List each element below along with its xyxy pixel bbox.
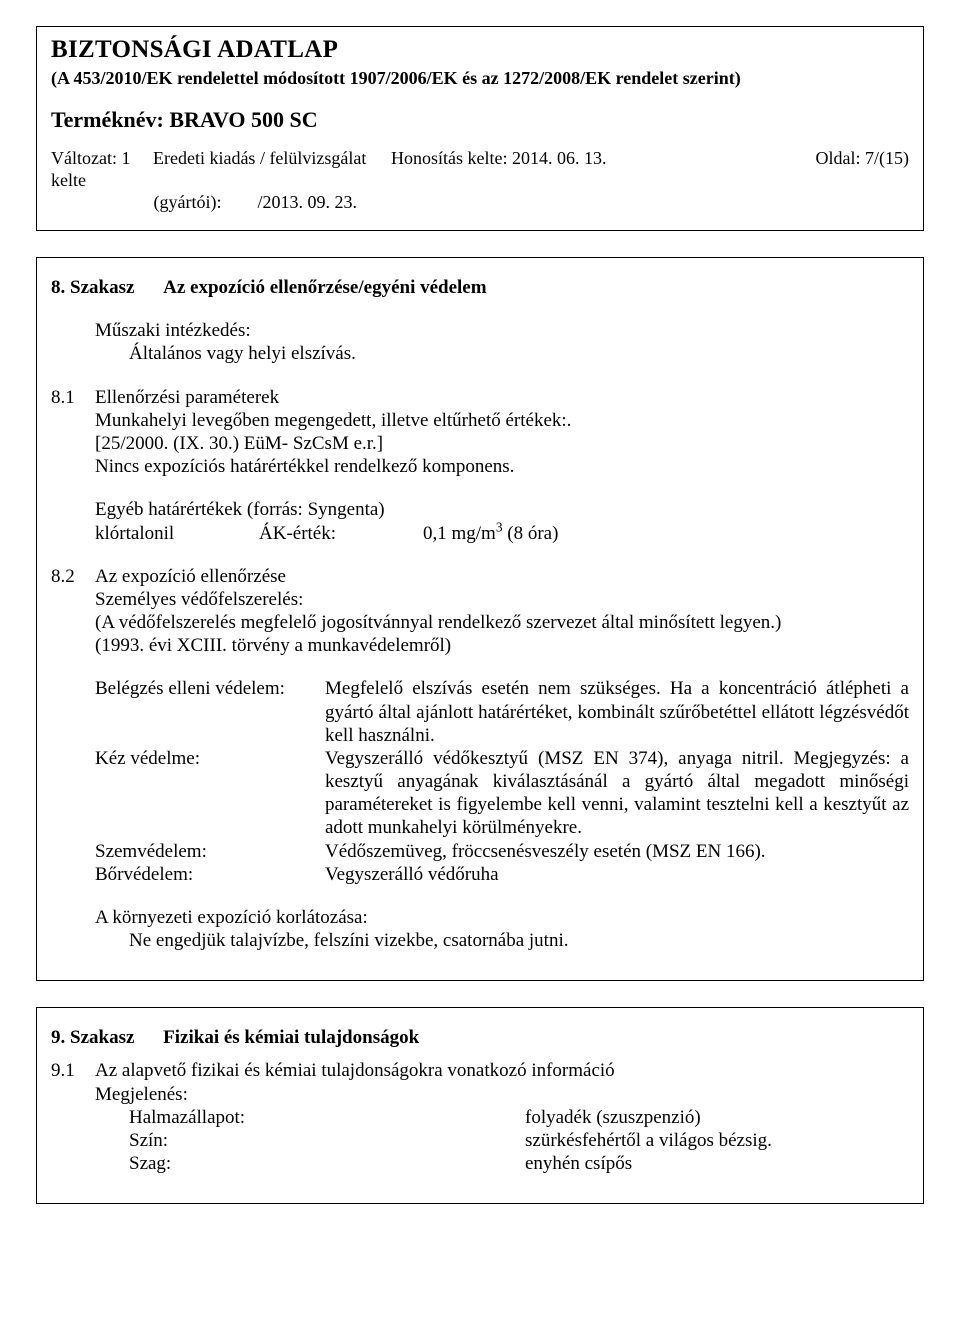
section-8-2-title: Az expozíció ellenőrzése [95,565,909,588]
section-8-2: 8.2 Az expozíció ellenőrzése Személyes v… [51,565,909,953]
section-8-2-num: 8.2 [51,565,95,953]
env-label: A környezeti expozíció korlátozása: [95,906,909,929]
section-8-prefix: 8. Szakasz [51,277,134,298]
limit-row: klórtalonil ÁK-érték: 0,1 mg/m3 (8 óra) [95,522,909,545]
ppe-skin-row: Bőrvédelem: Vegyszerálló védőruha [95,863,909,886]
technical-measure-label: Műszaki intézkedés: [95,319,909,342]
ppe-skin-label: Bőrvédelem: [95,863,325,886]
ppe-resp-row: Belégzés elleni védelem: Megfelelő elszí… [95,677,909,747]
limit-value-exp: 3 [496,519,503,534]
state-label: Halmazállapot: [129,1106,525,1129]
color-row: Szín: szürkésfehértől a világos bézsig. [129,1129,909,1152]
meta-honositas: Honosítás kelte: 2014. 06. 13. [391,148,769,170]
section-9-1-num: 9.1 [51,1059,95,1175]
limit-value: 0,1 mg/m3 (8 óra) [423,522,909,545]
color-value: szürkésfehértől a világos bézsig. [525,1129,772,1152]
doc-title: BIZTONSÁGI ADATLAP [51,35,909,66]
ppe-hand-label: Kéz védelme: [95,747,325,840]
section-8-title: Az expozíció ellenőrzése/egyéni védelem [163,277,486,298]
section-8-1-line1: Munkahelyi levegőben megengedett, illetv… [95,409,909,432]
meta-page: Oldal: 7/(15) [769,148,909,170]
limit-name: klórtalonil [95,522,259,545]
ppe-resp-label: Belégzés elleni védelem: [95,677,325,747]
odor-row: Szag: enyhén csípős [129,1152,909,1175]
ppe-hand-row: Kéz védelme: Vegyszerálló védőkesztyű (M… [95,747,909,840]
ppe-eye-label: Szemvédelem: [95,840,325,863]
edition-line2: (gyártói): /2013. 09. 23. [154,192,357,212]
ppe-eye-value: Védőszemüveg, fröccsenésveszély esetén (… [325,840,909,863]
state-row: Halmazállapot: folyadék (szuszpenzió) [129,1106,909,1129]
section-9-heading: 9. Szakasz Fizikai és kémiai tulajdonság… [51,1026,909,1049]
state-value: folyadék (szuszpenzió) [525,1106,701,1129]
section-9-prefix: 9. Szakasz [51,1027,134,1048]
version-label: Változat: 1 [51,148,130,168]
ppe-hand-value: Vegyszerálló védőkesztyű (MSZ EN 374), a… [325,747,909,840]
section-9-title: Fizikai és kémiai tulajdonságok [163,1027,419,1048]
limit-type: ÁK-érték: [259,522,423,545]
ppe-eye-row: Szemvédelem: Védőszemüveg, fröccsenésves… [95,840,909,863]
ppe-skin-value: Vegyszerálló védőruha [325,863,909,886]
ppe-note: (A védőfelszerelés megfelelő jogosítvánn… [95,611,909,634]
section-9-1-title: Az alapvető fizikai és kémiai tulajdonsá… [95,1059,909,1082]
env-value: Ne engedjük talajvízbe, felszíni vizekbe… [129,929,909,952]
section-9-1: 9.1 Az alapvető fizikai és kémiai tulajd… [51,1059,909,1175]
section-8-1: 8.1 Ellenőrzési paraméterek Munkahelyi l… [51,386,909,545]
appearance-label: Megjelenés: [95,1083,909,1106]
section-8-1-line3: Nincs expozíciós határértékkel rendelkez… [95,455,909,478]
technical-measure-value: Általános vagy helyi elszívás. [129,342,909,365]
ppe-resp-value: Megfelelő elszívás esetén nem szükséges.… [325,677,909,747]
ppe-law: (1993. évi XCIII. törvény a munkavédelem… [95,634,909,657]
section-8-heading: 8. Szakasz Az expozíció ellenőrzése/egyé… [51,276,909,299]
section-8-box: 8. Szakasz Az expozíció ellenőrzése/egyé… [36,257,924,981]
header-box: BIZTONSÁGI ADATLAP (A 453/2010/EK rendel… [36,26,924,231]
section-8-1-num: 8.1 [51,386,95,545]
header-meta-row: Változat: 1 Eredeti kiadás / felülvizsgá… [51,148,909,214]
appearance-block: Halmazállapot: folyadék (szuszpenzió) Sz… [129,1106,909,1176]
ppe-label: Személyes védőfelszerelés: [95,588,909,611]
doc-subtitle: (A 453/2010/EK rendelettel módosított 19… [51,68,909,90]
section-8-1-line2: [25/2000. (IX. 30.) EüM- SzCsM e.r.] [95,432,909,455]
product-name: Terméknév: BRAVO 500 SC [51,107,909,134]
odor-label: Szag: [129,1152,525,1175]
section-8-1-title: Ellenőrzési paraméterek [95,386,909,409]
meta-left: Változat: 1 Eredeti kiadás / felülvizsgá… [51,148,391,214]
limit-value-suffix: (8 óra) [503,523,559,544]
limit-value-prefix: 0,1 mg/m [423,523,496,544]
section-8-1-other-label: Egyéb határértékek (forrás: Syngenta) [95,498,909,521]
odor-value: enyhén csípős [525,1152,632,1175]
section-9-box: 9. Szakasz Fizikai és kémiai tulajdonság… [36,1007,924,1204]
color-label: Szín: [129,1129,525,1152]
